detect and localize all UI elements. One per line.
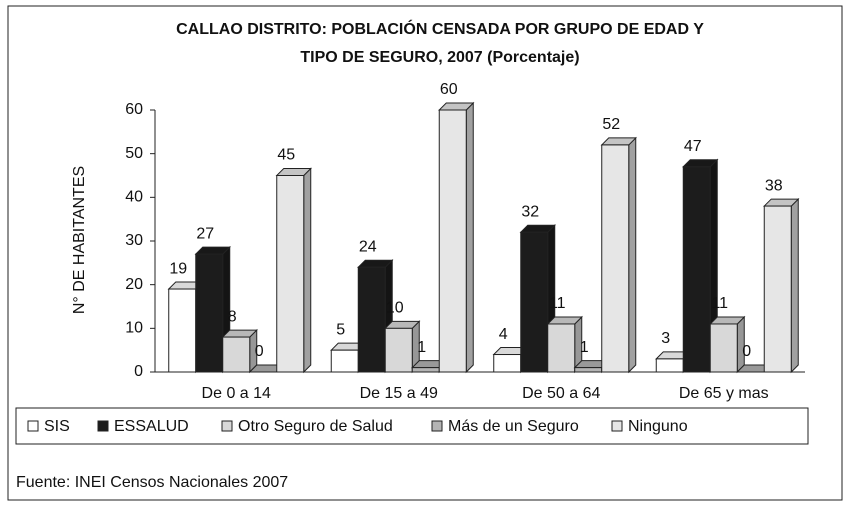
legend-swatch: [221, 420, 233, 432]
bar: [222, 336, 251, 373]
bar: [357, 266, 386, 373]
legend-label: Otro Seguro de Salud: [238, 418, 393, 435]
bar: [330, 349, 359, 373]
chart-title: TIPO DE SEGURO, 2007 (Porcentaje): [300, 49, 579, 66]
bar: [520, 231, 549, 373]
data-label: 8: [228, 308, 237, 325]
data-label: 11: [549, 295, 566, 312]
bar-side: [628, 136, 637, 374]
data-label: 5: [336, 321, 345, 338]
data-label: 1: [580, 339, 589, 356]
data-label: 38: [765, 177, 783, 194]
legend-label: SIS: [44, 418, 70, 435]
bar: [384, 327, 413, 373]
data-label: 24: [359, 238, 377, 255]
bar: [547, 323, 576, 373]
source: Fuente: INEI Censos Nacionales 2007: [16, 474, 288, 491]
data-label: 1: [417, 339, 426, 356]
bar: [601, 144, 630, 373]
y-tick-label: 20: [125, 276, 143, 293]
legend-label: Ninguno: [628, 418, 688, 435]
data-label: 3: [661, 330, 670, 347]
data-label: 0: [742, 343, 751, 360]
bar: [411, 367, 440, 373]
data-label: 19: [169, 260, 187, 277]
bar: [438, 109, 467, 373]
bar: [574, 367, 603, 373]
bar: [682, 166, 711, 373]
data-label: 52: [602, 116, 620, 133]
x-tick-label: De 15 a 49: [360, 385, 438, 402]
bar: [195, 253, 224, 373]
legend-swatch: [611, 420, 623, 432]
data-label: 0: [255, 343, 264, 360]
data-label: 27: [196, 225, 214, 242]
y-tick-label: 50: [125, 145, 143, 162]
bar-side: [303, 167, 312, 374]
data-label: 11: [711, 295, 728, 312]
legend-label: ESSALUD: [114, 418, 189, 435]
data-label: 32: [521, 203, 539, 220]
data-label: 10: [386, 300, 404, 317]
bar-side: [465, 101, 474, 374]
bar: [276, 175, 305, 373]
data-label: 47: [684, 138, 702, 155]
x-tick-label: De 50 a 64: [522, 385, 600, 402]
bar: [493, 354, 522, 373]
y-axis-label: N° DE HABITANTES: [71, 166, 88, 314]
y-tick-label: 0: [134, 363, 143, 380]
bar: [168, 288, 197, 373]
legend-label: Más de un Seguro: [448, 418, 579, 435]
chart-title: CALLAO DISTRITO: POBLACIÓN CENSADA POR G…: [176, 19, 704, 38]
y-tick-label: 30: [125, 232, 143, 249]
x-tick-label: De 0 a 14: [202, 385, 271, 402]
bar: [655, 358, 684, 373]
y-tick-label: 60: [125, 101, 143, 118]
legend-swatch: [97, 420, 109, 432]
data-label: 4: [499, 326, 508, 343]
bar: [709, 323, 738, 373]
bar: [763, 205, 792, 373]
legend-swatch: [27, 420, 39, 432]
legend-swatch: [431, 420, 443, 432]
data-label: 45: [277, 147, 295, 164]
x-tick-label: De 65 y mas: [679, 385, 769, 402]
y-tick-label: 40: [125, 189, 143, 206]
data-label: 60: [440, 81, 458, 98]
bar-side: [790, 197, 799, 374]
y-tick-label: 10: [125, 320, 143, 337]
legend-frame: [15, 407, 809, 445]
